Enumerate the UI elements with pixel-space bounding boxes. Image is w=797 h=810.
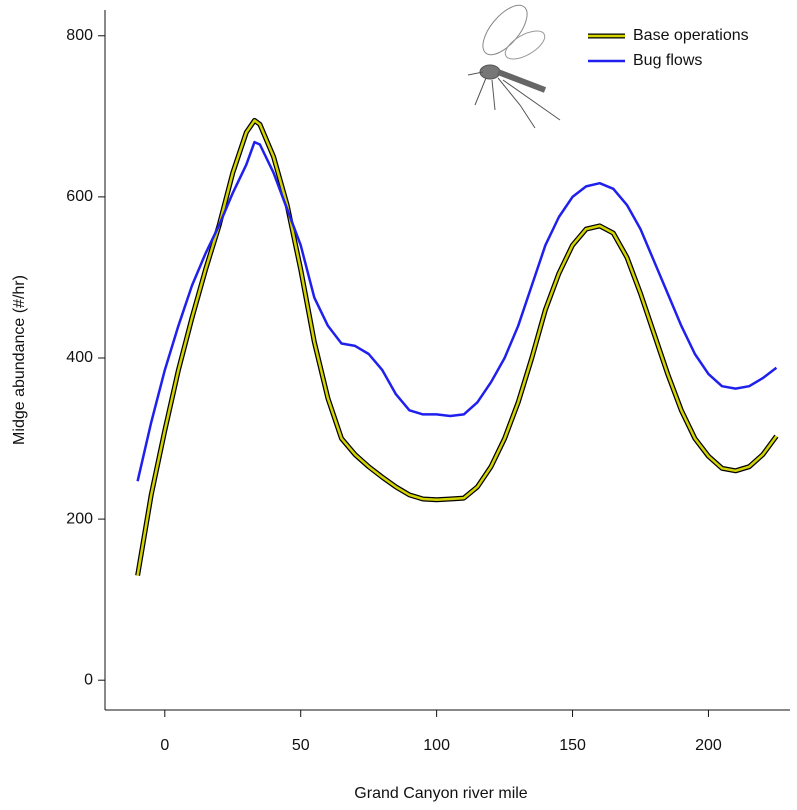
x-tick-label: 50 — [292, 737, 310, 754]
x-tick-label: 200 — [695, 737, 722, 754]
series-line — [136, 119, 778, 576]
x-tick-label: 0 — [160, 737, 169, 754]
y-axis-title: Midge abundance (#/hr) — [11, 275, 28, 445]
x-tick-label: 150 — [559, 737, 586, 754]
x-tick-label: 100 — [423, 737, 450, 754]
legend-label: Base operations — [633, 27, 749, 44]
legend-label: Bug flows — [633, 52, 702, 69]
x-axis-title: Grand Canyon river mile — [354, 785, 528, 802]
y-tick-label: 0 — [84, 671, 93, 688]
y-tick-label: 600 — [66, 188, 93, 205]
y-tick-label: 800 — [66, 27, 93, 44]
y-tick-label: 400 — [66, 349, 93, 366]
series-outline — [135, 117, 779, 576]
series-line — [136, 140, 778, 482]
y-tick-label: 200 — [66, 510, 93, 527]
midge-illustration — [467, 4, 561, 129]
